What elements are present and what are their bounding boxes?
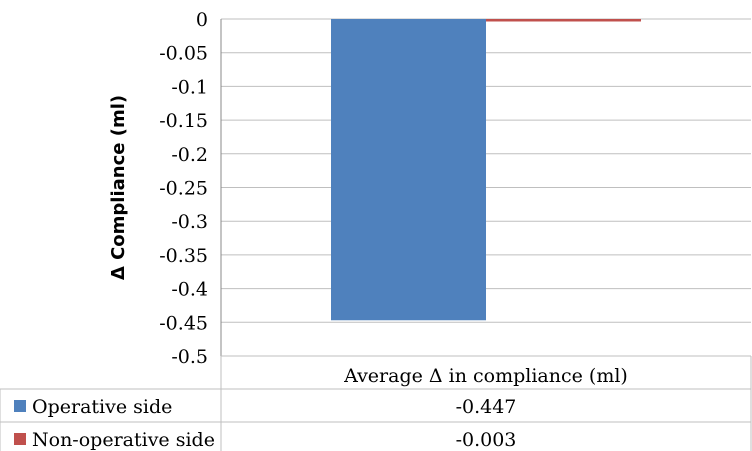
y-tick-label: -0.45 xyxy=(159,312,208,334)
legend-swatch xyxy=(14,433,26,445)
data-table: Average Δ in compliance (ml) Operative si… xyxy=(0,355,752,451)
y-tick-label: -0.3 xyxy=(171,211,208,233)
y-tick-label: -0.35 xyxy=(159,245,208,267)
y-tick-label: -0.05 xyxy=(159,43,208,65)
y-tick-label: -0.4 xyxy=(171,279,208,301)
y-tick-label: -0.15 xyxy=(159,110,208,132)
bar-group xyxy=(331,19,641,321)
x-category-label: Average Δ in compliance (ml) xyxy=(343,365,628,387)
y-tick-label: -0.25 xyxy=(159,178,208,200)
y-tick-label: -0.1 xyxy=(171,76,208,98)
y-tick-label: -0.2 xyxy=(171,144,208,166)
bar-operative-side xyxy=(331,19,486,321)
legend-label: Operative side xyxy=(32,396,172,418)
bar-non-operative-side xyxy=(486,19,641,22)
y-tick-label: 0 xyxy=(196,9,208,31)
y-axis-label: Δ Compliance (ml) xyxy=(108,95,129,280)
data-value: -0.447 xyxy=(456,396,517,418)
legend-swatch xyxy=(14,400,26,412)
data-value: -0.003 xyxy=(456,429,517,451)
legend-label: Non-operative side xyxy=(32,429,215,451)
y-tick-label: -0.5 xyxy=(171,346,208,368)
y-tick-labels: 0 -0.05 -0.1 -0.15 -0.2 -0.25 -0.3 -0.35 -0.4 -0.… xyxy=(159,9,208,368)
